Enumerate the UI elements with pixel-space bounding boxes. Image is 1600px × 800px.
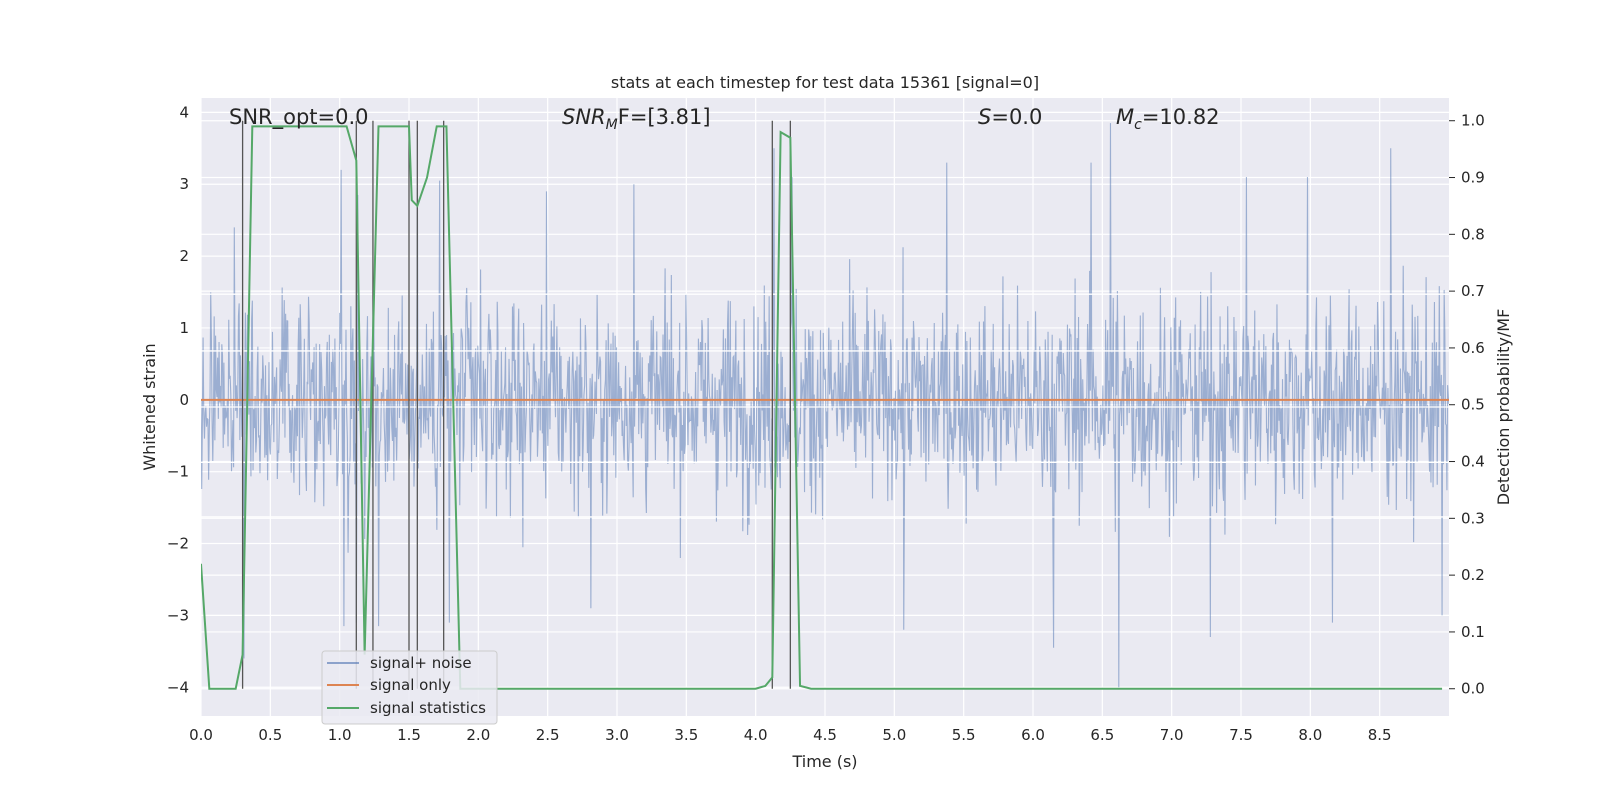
- x-axis-ticks: 0.0 0.5 1.0 1.5 2.0 2.5 3.0 3.5 4.0 4.5 5.0 5.5 6.0 6…: [189, 726, 1392, 744]
- left-y-tick-label: −2: [167, 535, 189, 553]
- annotation-mc-main: M: [1116, 105, 1134, 129]
- left-y-tick-label: 0: [179, 391, 189, 409]
- right-axis-ticks: 0.0 0.1 0.2 0.3 0.4 0.5 0.6 0.7 0.8 0.9 1.0: [1449, 112, 1485, 698]
- x-tick-label: 6.0: [1021, 726, 1045, 744]
- right-y-tick-label: 0.8: [1461, 225, 1485, 243]
- annotation-snr-mf-sub: M: [606, 117, 618, 133]
- left-y-tick-label: 2: [179, 247, 189, 265]
- vertical-markers: [241, 120, 791, 689]
- x-tick-label: 4.5: [813, 726, 837, 744]
- x-tick-label: 5.0: [882, 726, 906, 744]
- left-y-tick-label: −4: [167, 678, 189, 696]
- right-y-tick-label: 0.2: [1461, 566, 1485, 584]
- legend-box: [321, 650, 498, 725]
- right-y-tick-label: 0.3: [1461, 509, 1485, 527]
- x-tick-label: 0.0: [189, 726, 213, 744]
- annotation-mc: Mc=10.82: [1116, 105, 1220, 133]
- annotation-snr-mf-rest: F=[3.81]: [618, 105, 711, 129]
- chart-title: stats at each timestep for test data 153…: [611, 73, 1039, 92]
- left-y-tick-label: 3: [179, 175, 189, 193]
- x-tick-label: 7.5: [1229, 726, 1253, 744]
- x-tick-label: 1.5: [397, 726, 421, 744]
- x-tick-label: 5.5: [952, 726, 976, 744]
- x-tick-label: 2.5: [536, 726, 560, 744]
- annotation-snr-mf: SNRMF=[3.81]: [562, 105, 711, 133]
- annotation-s: S=0.0: [978, 105, 1042, 129]
- right-y-tick-label: 0.6: [1461, 339, 1485, 357]
- right-y-tick-label: 0.7: [1461, 282, 1485, 300]
- right-y-tick-label: 0.0: [1461, 680, 1485, 698]
- x-tick-label: 2.0: [466, 726, 490, 744]
- left-y-tick-label: 1: [179, 319, 189, 337]
- legend: signal+ noise signal only signal statist…: [321, 650, 498, 725]
- left-axis-ticks: −4 −3 −2 −1 0 1 2 3 4: [167, 103, 189, 696]
- left-y-tick-label: 4: [179, 103, 189, 121]
- x-tick-label: 3.0: [605, 726, 629, 744]
- legend-label-signal-only: signal only: [370, 676, 451, 694]
- right-y-tick-label: 0.1: [1461, 623, 1485, 641]
- legend-label-signal-statistics: signal statistics: [370, 699, 486, 717]
- x-axis-label: Time (s): [791, 752, 857, 771]
- annotation-mc-rest: =10.82: [1142, 105, 1220, 129]
- annotation-snr-opt: SNR_opt=0.0: [229, 105, 369, 130]
- left-y-tick-label: −3: [167, 606, 189, 624]
- x-tick-label: 4.0: [744, 726, 768, 744]
- x-tick-label: 7.0: [1160, 726, 1184, 744]
- x-tick-label: 3.5: [674, 726, 698, 744]
- right-y-tick-label: 0.9: [1461, 169, 1485, 187]
- annotation-snr-mf-main: SNR: [562, 105, 606, 129]
- right-y-tick-label: 0.5: [1461, 396, 1485, 414]
- signal-statistics-trace: [201, 125, 1443, 690]
- left-y-tick-label: −1: [167, 463, 189, 481]
- x-tick-label: 8.5: [1368, 726, 1392, 744]
- signal-statistics-line: [201, 125, 1443, 690]
- annotation-s-italic: S: [978, 105, 991, 129]
- x-tick-label: 1.0: [328, 726, 352, 744]
- right-axis-label: Detection probability/MF: [1494, 309, 1513, 506]
- annotation-mc-sub: c: [1134, 117, 1142, 133]
- legend-label-signal-noise: signal+ noise: [370, 654, 472, 672]
- x-tick-label: 8.0: [1298, 726, 1322, 744]
- left-axis-label: Whitened strain: [140, 343, 159, 470]
- annotation-s-rest: =0.0: [991, 105, 1042, 129]
- x-tick-label: 0.5: [258, 726, 282, 744]
- right-y-tick-label: 1.0: [1461, 112, 1485, 130]
- x-tick-label: 6.5: [1090, 726, 1114, 744]
- right-y-tick-label: 0.4: [1461, 453, 1485, 471]
